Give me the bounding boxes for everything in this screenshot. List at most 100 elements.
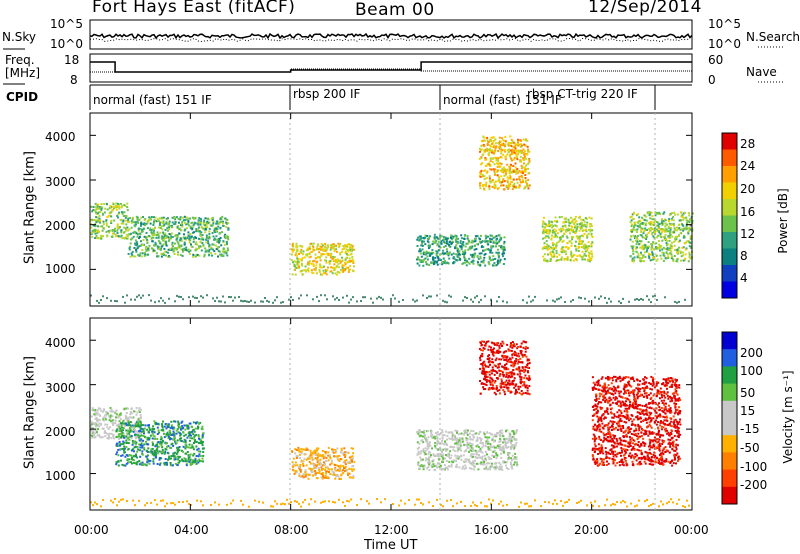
velocity-cell [197,455,200,458]
power-cell [484,183,487,186]
power-cell [141,244,144,246]
power-cell [584,217,587,219]
power-cell [520,160,523,163]
power-cell [520,143,522,146]
power-cell [97,203,100,206]
power-cell [314,267,317,270]
velocity-cell [142,430,145,433]
power-cell [480,169,483,172]
velocity-cell [137,424,140,427]
power-cell [517,149,520,152]
power-ground-cell [160,297,162,300]
power-cell [440,240,443,243]
station-title: Fort Hays East (fitACF) [92,0,296,17]
velocity-cell [120,430,123,433]
power-cell [100,237,103,240]
power-cell [642,248,645,251]
velocity-cell [119,418,122,421]
velocity-cell [504,461,507,464]
power-cell [419,238,422,241]
power-ground-cell [244,300,246,302]
velocity-cell [344,465,347,468]
power-cell [494,156,497,159]
power-cell [488,162,491,165]
velocity-cell [510,447,512,450]
power-cell [590,223,593,226]
power-cell [352,260,355,263]
power-cell [92,219,95,221]
power-cell [165,250,168,253]
velocity-cell [118,435,120,438]
power-cell [479,150,481,153]
velocity-cell [500,468,503,471]
power-cell [188,250,190,253]
power-cell [341,250,344,253]
power-cell [171,221,174,224]
power-cell [157,255,160,258]
power-cell [544,229,547,232]
velocity-cell [353,461,356,464]
power-cell [543,253,546,256]
power-cell [307,261,310,264]
power-cell [497,256,500,259]
power-cell [148,244,151,247]
power-cell [664,236,666,239]
power-cell [107,230,110,232]
velocity-cell [97,428,100,431]
velocity-cell [480,457,483,460]
power-cell [182,236,185,239]
power-cell [427,251,430,254]
velocity-cell [443,434,446,437]
power-cell [470,241,473,244]
power-cell [99,211,102,213]
power-cell [519,181,522,184]
power-cell [140,216,143,219]
power-cell [225,225,228,228]
power-cell [464,261,467,264]
power-cell [550,253,553,256]
power-cell [210,247,213,250]
power-ground-cell [554,300,556,303]
power-cell [204,217,207,220]
power-cell [665,238,668,241]
power-cell [509,180,512,183]
power-cell [665,242,668,245]
power-cell [480,260,483,263]
power-cell [293,268,296,271]
power-cell [216,222,219,225]
power-cell [316,248,318,251]
power-cell [523,150,526,153]
power-cell [645,236,648,239]
power-cell [517,141,519,144]
power-cell [644,256,647,259]
power-cell [188,236,191,239]
power-cell [344,269,347,272]
power-cell [515,172,518,175]
power-cell [198,230,201,232]
power-ground-cell [640,298,642,300]
power-cell [131,218,134,221]
power-cell [456,240,459,243]
power-cell [669,243,672,246]
power-cell [227,227,230,230]
velocity-cell [297,446,300,449]
power-ground-cell [100,299,102,301]
power-cell [570,228,573,231]
velocity-cell [104,423,107,426]
velocity-cell [486,462,489,465]
power-ground-cell [484,295,486,298]
power-cell [135,248,137,251]
power-cell [325,273,328,276]
velocity-cell [329,463,332,466]
power-cell [165,242,168,245]
velocity-cell [335,464,338,467]
power-cell [143,251,146,254]
power-cell [345,253,348,256]
power-cell [455,244,458,247]
power-cell [455,247,458,250]
power-cell [630,245,633,248]
power-cell [118,206,121,209]
power-cell [428,247,430,249]
power-cell [136,235,139,238]
cpid-segment-4: rbsp CT-trig 220 IF [527,87,638,101]
